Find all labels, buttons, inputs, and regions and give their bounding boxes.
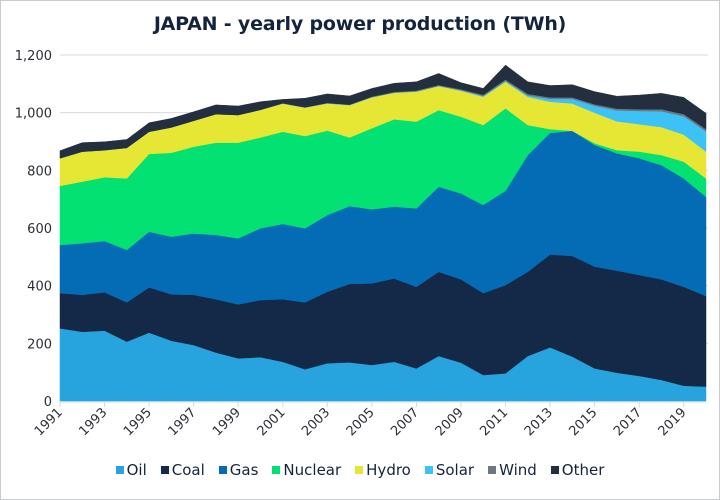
legend-label: Oil: [126, 461, 147, 479]
y-tick-label: 400: [27, 280, 52, 295]
x-tick-label: 1993: [76, 405, 110, 439]
legend-item-wind: Wind: [488, 461, 537, 479]
y-tick-label: 800: [27, 164, 52, 179]
x-tick-label: 2013: [522, 405, 556, 439]
legend-item-nuclear: Nuclear: [272, 461, 341, 479]
x-tick-label: 2015: [566, 405, 600, 439]
legend-label: Solar: [435, 461, 475, 479]
legend-label: Other: [561, 461, 605, 479]
chart-title: JAPAN - yearly power production (TWh): [153, 13, 567, 35]
x-tick-label: 1991: [32, 405, 66, 439]
legend-item-solar: Solar: [424, 461, 475, 479]
legend-swatch: [272, 466, 281, 474]
x-tick-label: 2017: [611, 405, 645, 439]
y-tick-label: 1,200: [15, 49, 52, 64]
x-tick-label: 1999: [210, 405, 244, 439]
x-tick-label: 2009: [433, 405, 467, 439]
legend-item-coal: Coal: [160, 461, 205, 479]
x-tick-label: 2019: [656, 405, 690, 439]
legend-label: Wind: [499, 461, 537, 479]
x-tick-label: 1995: [121, 405, 155, 439]
area-other: [59, 64, 707, 159]
legend-swatch: [550, 466, 559, 474]
legend-swatch: [218, 466, 227, 474]
x-tick-label: 1997: [165, 405, 199, 439]
x-tick-label: 2005: [344, 405, 378, 439]
legend-swatch: [355, 466, 364, 474]
legend-label: Coal: [171, 461, 205, 479]
legend-label: Hydro: [366, 461, 411, 479]
legend-swatch: [488, 466, 497, 474]
legend-swatch: [115, 466, 124, 474]
y-tick-label: 0: [44, 395, 52, 410]
legend-item-oil: Oil: [115, 461, 147, 479]
x-tick-label: 2003: [299, 405, 333, 439]
x-tick-label: 2007: [388, 405, 422, 439]
y-tick-label: 200: [27, 337, 52, 352]
legend-label: Gas: [229, 461, 259, 479]
legend-item-gas: Gas: [218, 461, 259, 479]
legend-swatch: [424, 466, 433, 474]
legend-item-other: Other: [550, 461, 605, 479]
y-tick-label: 600: [27, 222, 52, 237]
x-tick-label: 2011: [477, 405, 511, 439]
y-tick-label: 1,000: [15, 107, 52, 122]
legend-item-hydro: Hydro: [355, 461, 411, 479]
legend-label: Nuclear: [283, 461, 342, 479]
x-tick-label: 2001: [255, 405, 289, 439]
legend-swatch: [160, 466, 169, 474]
chart-legend: Oil Coal Gas Nuclear Hydro Solar Wind Other: [1, 459, 719, 481]
